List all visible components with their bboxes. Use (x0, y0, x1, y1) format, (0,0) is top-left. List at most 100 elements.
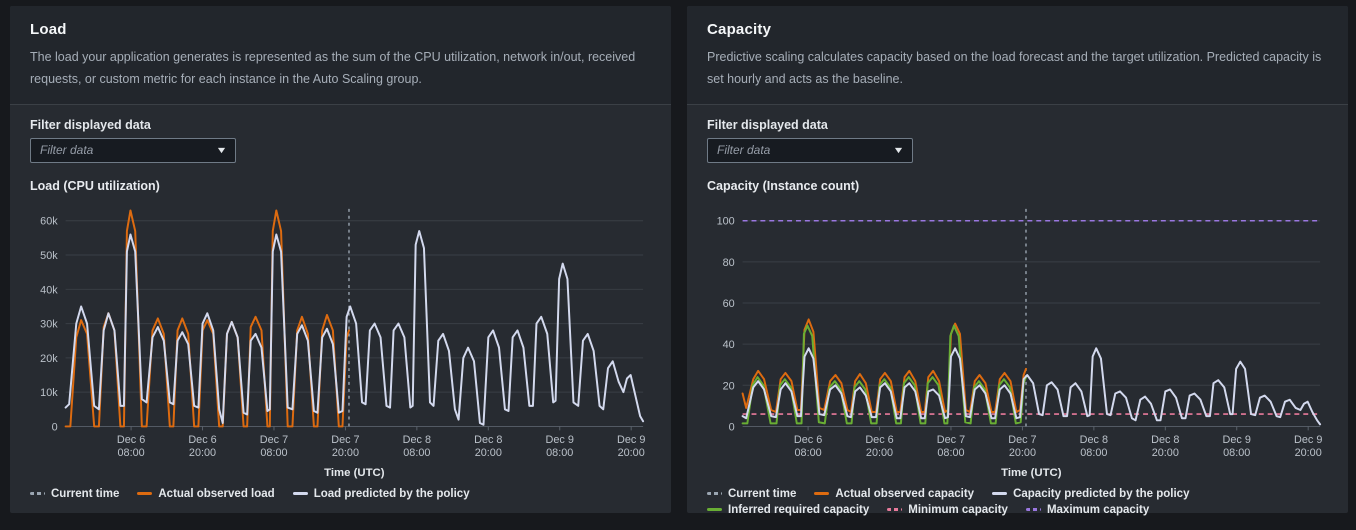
load-panel-description: The load your application generates is r… (30, 50, 636, 86)
legend-swatch-icon (1025, 508, 1041, 512)
load-chart-legend: Current time Actual observed load Load pre… (30, 488, 651, 500)
capacity-filter-dropdown[interactable]: Filter data ▼ (707, 137, 913, 163)
x-axis-tick-label: 20:00 (618, 447, 645, 459)
y-axis-tick-label: 80 (723, 257, 735, 269)
legend-swatch-icon (814, 492, 830, 496)
legend-swatch-icon (992, 492, 1008, 496)
x-axis-tick-label: Dec 6 (794, 434, 822, 446)
legend-swatch-icon (707, 492, 722, 496)
x-axis-tick-label: Dec 6 (188, 434, 216, 446)
capacity-panel-body: Filter displayed data Filter data ▼ Capa… (687, 105, 1348, 530)
y-axis-tick-label: 60k (40, 215, 58, 227)
x-axis-tick-label: 08:00 (117, 447, 144, 459)
legend-swatch-icon (292, 492, 308, 496)
y-axis-tick-label: 40 (723, 339, 735, 351)
legend-label: Current time (51, 487, 120, 500)
y-axis-tick-label: 100 (717, 215, 735, 227)
y-axis-tick-label: 10k (40, 387, 58, 399)
x-axis-tick-label: 20:00 (189, 447, 216, 459)
x-axis-tick-label: Dec 9 (546, 434, 574, 446)
x-axis-tick-label: Dec 8 (474, 434, 502, 446)
legend-label: Load predicted by the policy (313, 487, 470, 500)
legend-label: Actual observed capacity (835, 487, 975, 500)
legend-item: Minimum capacity (887, 504, 1008, 516)
x-axis-tick-label: 08:00 (403, 447, 430, 459)
x-axis-tick-label: Dec 7 (1008, 434, 1036, 446)
load-filter-placeholder: Filter data (40, 143, 94, 158)
legend-swatch-icon (30, 492, 45, 496)
x-axis-tick-label: Dec 8 (403, 434, 431, 446)
legend-item: Inferred required capacity (707, 504, 869, 516)
legend-item: Actual observed capacity (814, 488, 974, 500)
load-filter-label: Filter displayed data (30, 117, 151, 132)
capacity-panel-title: Capacity (707, 21, 772, 38)
legend-label: Current time (728, 487, 797, 500)
capacity-chart-legend: Current time Actual observed capacity Capa… (707, 488, 1328, 516)
y-axis-tick-label: 20k (40, 353, 58, 365)
x-axis-tick-label: 20:00 (866, 447, 893, 459)
load-panel-title: Load (30, 21, 67, 38)
x-axis-tick-label: 20:00 (332, 447, 359, 459)
y-axis-tick-label: 60 (723, 298, 735, 310)
actual-observed-load-series (64, 209, 350, 428)
x-axis-tick-label: Dec 9 (1223, 434, 1251, 446)
y-axis-tick-label: 50k (40, 250, 58, 262)
capacity-panel-description: Predictive scaling calculates capacity b… (707, 50, 1322, 86)
x-axis-title: Time (UTC) (1001, 467, 1062, 479)
x-axis-tick-label: Dec 9 (617, 434, 645, 446)
x-axis-tick-label: Dec 8 (1080, 434, 1108, 446)
chevron-down-icon: ▼ (892, 145, 905, 156)
x-axis-tick-label: Dec 9 (1294, 434, 1322, 446)
load-predicted-by-the-policy-series (64, 229, 645, 426)
x-axis-tick-label: Dec 6 (865, 434, 893, 446)
actual-observed-capacity-series (741, 318, 1027, 413)
x-axis-tick-label: 08:00 (794, 447, 821, 459)
capacity-panel: Capacity Predictive scaling calculates c… (687, 6, 1348, 516)
legend-swatch-icon (137, 492, 153, 496)
x-axis-tick-label: Dec 6 (117, 434, 145, 446)
x-axis-tick-label: 20:00 (1295, 447, 1322, 459)
load-chart-title: Load (CPU utilization) (30, 178, 160, 193)
legend-item: Load predicted by the policy (292, 487, 470, 500)
load-panel-body: Filter displayed data Filter data ▼ Load… (10, 105, 671, 514)
capacity-predicted-by-the-policy-series (741, 347, 1322, 426)
y-axis-tick-label: 40k (40, 284, 58, 296)
legend-item: Current time (707, 488, 796, 500)
capacity-panel-header: Capacity Predictive scaling calculates c… (687, 6, 1348, 105)
x-axis-tick-label: 20:00 (475, 447, 502, 459)
x-axis-tick-label: 08:00 (1223, 447, 1250, 459)
capacity-chart-title: Capacity (Instance count) (707, 178, 860, 193)
legend-swatch-icon (887, 508, 903, 512)
legend-label: Maximum capacity (1046, 503, 1150, 516)
legend-label: Minimum capacity (908, 503, 1008, 516)
x-axis-tick-label: 20:00 (1009, 447, 1036, 459)
load-filter-dropdown[interactable]: Filter data ▼ (30, 137, 236, 163)
legend-label: Capacity predicted by the policy (1013, 487, 1190, 500)
legend-label: Inferred required capacity (728, 503, 870, 516)
y-axis-tick-label: 30k (40, 318, 58, 330)
y-axis-tick-label: 20 (723, 380, 735, 392)
legend-swatch-icon (707, 508, 722, 512)
x-axis-tick-label: Dec 7 (937, 434, 965, 446)
x-axis-tick-label: 08:00 (1080, 447, 1107, 459)
legend-item: Maximum capacity (1025, 503, 1150, 516)
capacity-filter-placeholder: Filter data (717, 143, 771, 158)
x-axis-tick-label: 08:00 (546, 447, 573, 459)
legend-item: Actual observed load (137, 487, 275, 500)
x-axis-tick-label: 08:00 (937, 447, 964, 459)
capacity-filter-label: Filter displayed data (707, 117, 828, 132)
x-axis-tick-label: 08:00 (260, 447, 287, 459)
x-axis-tick-label: 20:00 (1152, 447, 1179, 459)
legend-item: Current time (30, 488, 119, 500)
x-axis-tick-label: Dec 7 (260, 434, 288, 446)
inferred-required-capacity-series (741, 324, 1027, 425)
load-panel-header: Load The load your application generates… (10, 6, 671, 105)
x-axis-tick-label: Dec 7 (331, 434, 359, 446)
legend-item: Capacity predicted by the policy (992, 488, 1189, 500)
x-axis-tick-label: Dec 8 (1151, 434, 1179, 446)
legend-label: Actual observed load (158, 487, 275, 500)
y-axis-tick-label: 0 (729, 421, 735, 433)
chevron-down-icon: ▼ (215, 145, 228, 156)
